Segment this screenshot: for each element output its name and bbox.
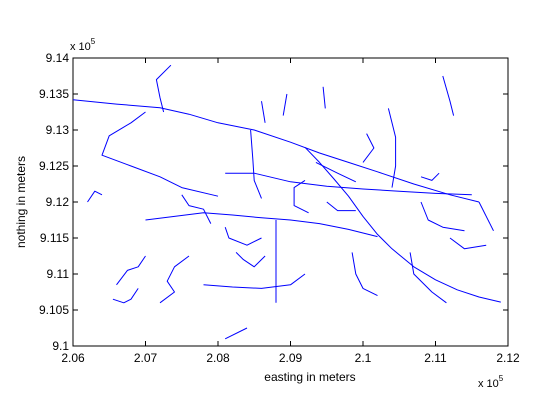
road-line-23: [116, 255, 146, 286]
y-tick-label: 9.115: [40, 231, 69, 245]
road-line-4: [155, 64, 172, 113]
axes: 2.06 2.07 2.08 2.09 2.1 2.11 2.12 9.1 9.105 9.11…: [39, 51, 520, 365]
x-multiplier-exponent: 5: [499, 374, 504, 383]
road-line-25: [87, 190, 103, 203]
road-line-22: [224, 227, 262, 246]
road-line-21: [181, 194, 212, 224]
x-tick-label: 2.06: [61, 351, 85, 365]
x-tick-label: 2.11: [424, 351, 447, 365]
x-tick-label: 2.1: [355, 351, 372, 365]
road-line-16: [478, 201, 494, 232]
y-tick-label: 9.11: [47, 267, 70, 281]
road-line-12: [282, 93, 288, 116]
road-line-17: [293, 179, 309, 214]
road-line-20: [409, 252, 447, 304]
y-axis-ticks: 9.1 9.105 9.11 9.115 9.12 9.125 9.13 9.135 9.14: [39, 51, 508, 353]
y-tick-label: 9.13: [46, 123, 70, 137]
road-line-24: [112, 288, 139, 304]
x-multiplier-base: x 10: [478, 378, 499, 390]
x-tick-label: 2.08: [206, 351, 230, 365]
x-axis-title: easting in meters: [264, 370, 355, 384]
road-line-14: [387, 108, 397, 188]
road-line-28: [449, 237, 487, 250]
road-line-3: [101, 111, 219, 197]
road-line-26: [235, 252, 266, 268]
y-multiplier-base: x 10: [70, 41, 91, 53]
road-line-1: [72, 99, 480, 203]
x-axis-ticks: 2.06 2.07 2.08 2.09 2.1 2.11 2.12: [61, 58, 520, 365]
series-layer: [72, 64, 501, 340]
road-line-19: [351, 252, 378, 297]
x-tick-label: 2.09: [279, 351, 303, 365]
road-line-5: [225, 172, 472, 196]
road-line-13: [322, 86, 326, 109]
y-tick-label: 9.1: [52, 339, 69, 353]
road-line-18: [315, 161, 357, 183]
road-line-2: [304, 146, 501, 303]
x-tick-label: 2.12: [496, 351, 520, 365]
road-line-7: [145, 212, 378, 238]
y-tick-label: 9.125: [39, 159, 69, 173]
road-line-32: [420, 172, 440, 181]
y-axis-multiplier: x 105: [70, 37, 96, 53]
y-tick-label: 9.14: [46, 51, 70, 65]
x-axis-multiplier: x 105: [478, 374, 504, 390]
y-axis-title: nothing in meters: [14, 156, 28, 248]
road-line-8: [159, 255, 190, 304]
road-line-29: [362, 133, 375, 163]
x-tick-label: 2.07: [134, 351, 158, 365]
road-line-27: [420, 201, 465, 232]
road-line-30: [326, 201, 356, 212]
y-tick-label: 9.135: [39, 87, 69, 101]
y-tick-label: 9.105: [39, 303, 69, 317]
road-line-11: [261, 101, 266, 123]
road-line-31: [224, 327, 248, 340]
road-line-9: [203, 273, 306, 289]
y-tick-label: 9.12: [46, 195, 70, 209]
road-line-15: [442, 75, 455, 116]
road-line-6: [250, 129, 262, 199]
plot-frame: [72, 57, 509, 347]
y-multiplier-exponent: 5: [91, 37, 96, 46]
